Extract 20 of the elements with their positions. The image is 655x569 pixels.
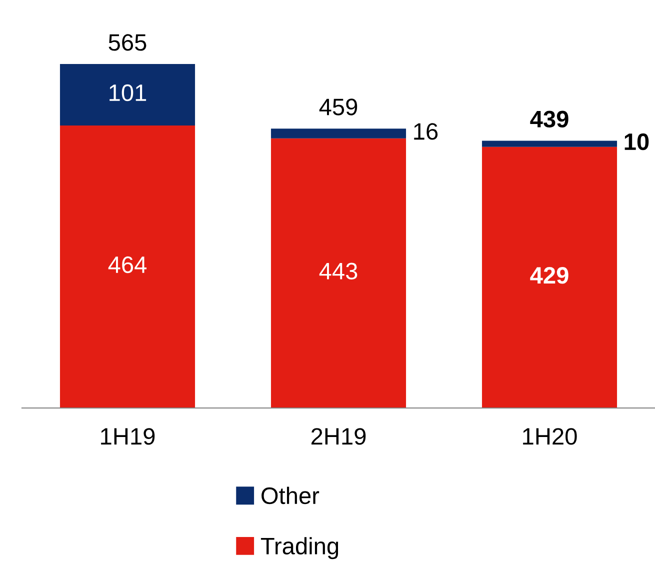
x-tick-label: 1H19 — [101, 428, 155, 445]
data-label: 429 — [530, 267, 568, 284]
bar — [482, 140, 618, 147]
x-tick-label: 2H19 — [311, 428, 366, 445]
bar — [270, 138, 406, 408]
data-label: 443 — [319, 262, 358, 280]
data-label: 101 — [110, 84, 146, 102]
bar — [60, 64, 196, 126]
data-label: 16 — [414, 123, 438, 140]
x-tick-label: 1H20 — [523, 428, 577, 445]
data-label: 10 — [624, 133, 649, 150]
bar — [482, 146, 618, 408]
legend-label: Other — [262, 486, 320, 504]
total-label: 565 — [108, 34, 146, 51]
legend-label: Trading — [260, 537, 338, 560]
bar — [270, 128, 406, 138]
data-label: 464 — [108, 256, 147, 274]
total-label: 459 — [319, 98, 358, 116]
bar — [60, 126, 196, 408]
total-label: 439 — [530, 110, 568, 128]
